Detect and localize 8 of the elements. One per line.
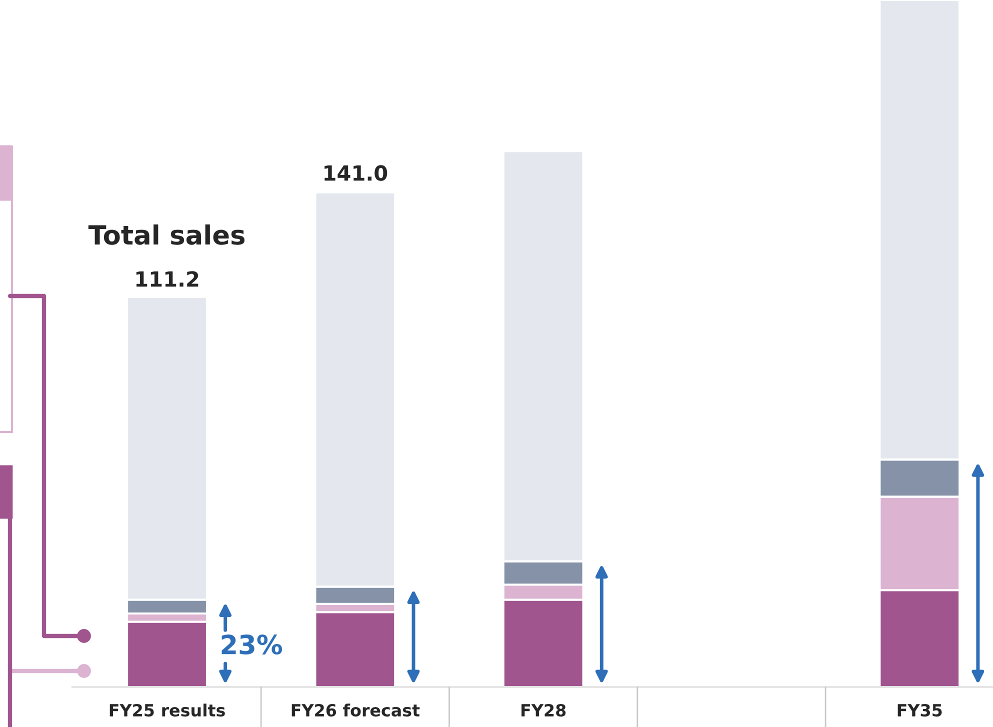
x-tick-label: FY28 — [522, 704, 566, 717]
x-tick-label: FY35 — [898, 704, 942, 717]
annotation: 111.2 — [136, 271, 198, 287]
x-tick-label: FY25 results — [110, 704, 225, 717]
annotation: Total sales — [88, 224, 244, 245]
annotation: 141.0 — [324, 165, 388, 181]
x-tick-label: FY26 forecast — [292, 704, 420, 717]
annotation: 23% — [222, 634, 282, 655]
